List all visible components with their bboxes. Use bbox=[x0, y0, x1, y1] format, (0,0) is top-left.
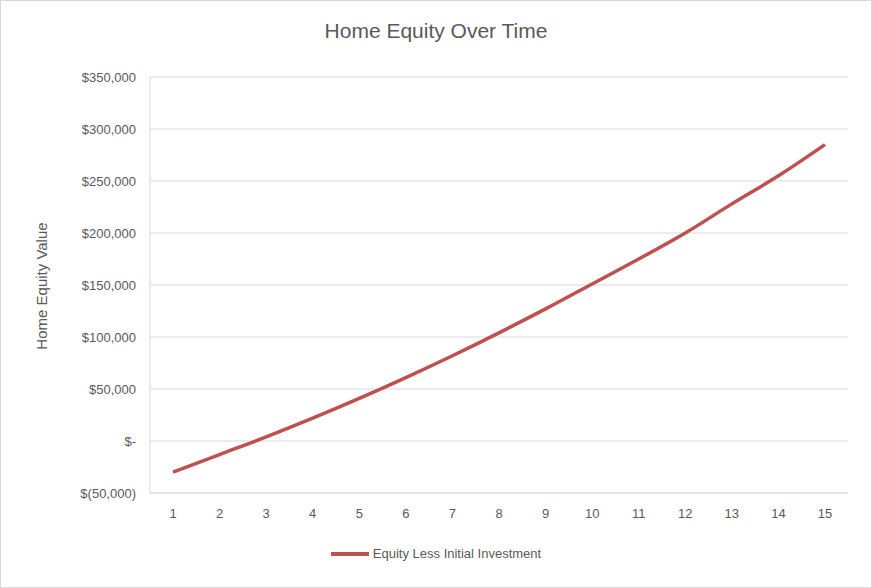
svg-text:1: 1 bbox=[169, 506, 176, 521]
svg-text:$100,000: $100,000 bbox=[82, 330, 136, 345]
html-text:Home Equity Over Time: Home Equity Over Time bbox=[324, 19, 548, 42]
svg-text:12: 12 bbox=[678, 506, 692, 521]
svg-text:$-: $- bbox=[124, 434, 136, 449]
svg-text:2: 2 bbox=[216, 506, 223, 521]
html-text:Equity Less Initial Investment: Equity Less Initial Investment bbox=[372, 546, 542, 561]
svg-text:$300,000: $300,000 bbox=[82, 122, 136, 137]
svg-text:$50,000: $50,000 bbox=[89, 382, 136, 397]
svg-text:7: 7 bbox=[449, 506, 456, 521]
svg-text:11: 11 bbox=[632, 506, 646, 521]
svg-text:14: 14 bbox=[771, 506, 785, 521]
svg-text:9: 9 bbox=[542, 506, 549, 521]
svg-text:6: 6 bbox=[402, 506, 409, 521]
svg-text:5: 5 bbox=[356, 506, 363, 521]
svg-text:10: 10 bbox=[585, 506, 599, 521]
svg-text:3: 3 bbox=[263, 506, 270, 521]
svg-text:4: 4 bbox=[309, 506, 316, 521]
svg-text:$200,000: $200,000 bbox=[82, 226, 136, 241]
svg-text:8: 8 bbox=[495, 506, 502, 521]
svg-text:$350,000: $350,000 bbox=[82, 70, 136, 85]
html-text:Home Equity Value: Home Equity Value bbox=[32, 222, 50, 350]
svg-text:$150,000: $150,000 bbox=[82, 278, 136, 293]
svg-text:$(50,000): $(50,000) bbox=[80, 486, 136, 501]
svg-text:13: 13 bbox=[725, 506, 739, 521]
svg-text:$250,000: $250,000 bbox=[82, 174, 136, 189]
svg-text:15: 15 bbox=[818, 506, 832, 521]
